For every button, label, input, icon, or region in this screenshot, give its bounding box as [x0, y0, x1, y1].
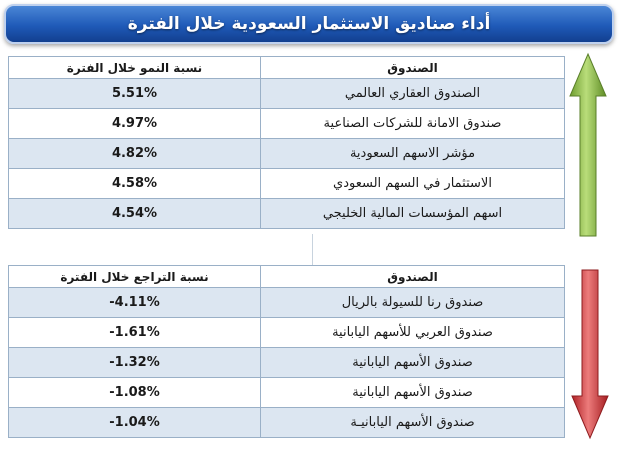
row-fund: صندوق الأسهم اليابانية — [260, 377, 565, 408]
table-row: 4.97% صندوق الامانة للشركات الصناعية — [8, 108, 565, 139]
table-row: -4.11% صندوق رنا للسيولة بالريال — [8, 287, 565, 318]
row-change: -1.61% — [8, 317, 261, 348]
row-fund: صندوق رنا للسيولة بالريال — [260, 287, 565, 318]
table-row: -1.32% صندوق الأسهم اليابانية — [8, 347, 565, 378]
header-fund: الصندوق — [260, 56, 565, 79]
table-row: 4.58% الاستثمار في السهم السعودي — [8, 168, 565, 199]
table-header: نسبة النمو خلال الفترة الصندوق — [8, 56, 565, 79]
divider — [312, 234, 313, 265]
table-header: نسبة التراجع خلال الفترة الصندوق — [8, 265, 565, 288]
header-fund: الصندوق — [260, 265, 565, 288]
row-fund: اسهم المؤسسات المالية الخليجي — [260, 198, 565, 229]
row-fund: الاستثمار في السهم السعودي — [260, 168, 565, 199]
row-change: -4.11% — [8, 287, 261, 318]
gainers-table: نسبة النمو خلال الفترة الصندوق 5.51% الص… — [8, 56, 565, 229]
table-row: 4.54% اسهم المؤسسات المالية الخليجي — [8, 198, 565, 229]
row-change: -1.32% — [8, 347, 261, 378]
table-row: -1.04% صندوق الأسهم اليابانيـة — [8, 407, 565, 438]
row-fund: صندوق الامانة للشركات الصناعية — [260, 108, 565, 139]
row-fund: مؤشر الاسهم السعودية — [260, 138, 565, 169]
table-row: 4.82% مؤشر الاسهم السعودية — [8, 138, 565, 169]
row-change: -1.04% — [8, 407, 261, 438]
row-change: 4.54% — [8, 198, 261, 229]
row-fund: صندوق العربي للأسهم اليابانية — [260, 317, 565, 348]
table-row: -1.61% صندوق العربي للأسهم اليابانية — [8, 317, 565, 348]
row-fund: صندوق الأسهم اليابانيـة — [260, 407, 565, 438]
row-change: 4.97% — [8, 108, 261, 139]
arrow-up-icon — [569, 52, 607, 237]
row-change: -1.08% — [8, 377, 261, 408]
losers-table: نسبة التراجع خلال الفترة الصندوق -4.11% … — [8, 265, 565, 438]
row-fund: صندوق الأسهم اليابانية — [260, 347, 565, 378]
row-change: 4.58% — [8, 168, 261, 199]
table-row: -1.08% صندوق الأسهم اليابانية — [8, 377, 565, 408]
header-change: نسبة التراجع خلال الفترة — [8, 265, 261, 288]
row-change: 5.51% — [8, 78, 261, 109]
title-banner: أداء صناديق الاستثمار السعودية خلال الفت… — [4, 4, 614, 44]
arrow-down-icon — [571, 269, 609, 440]
header-change: نسبة النمو خلال الفترة — [8, 56, 261, 79]
row-fund: الصندوق العقاري العالمي — [260, 78, 565, 109]
row-change: 4.82% — [8, 138, 261, 169]
page-title: أداء صناديق الاستثمار السعودية خلال الفت… — [127, 14, 491, 34]
table-row: 5.51% الصندوق العقاري العالمي — [8, 78, 565, 109]
